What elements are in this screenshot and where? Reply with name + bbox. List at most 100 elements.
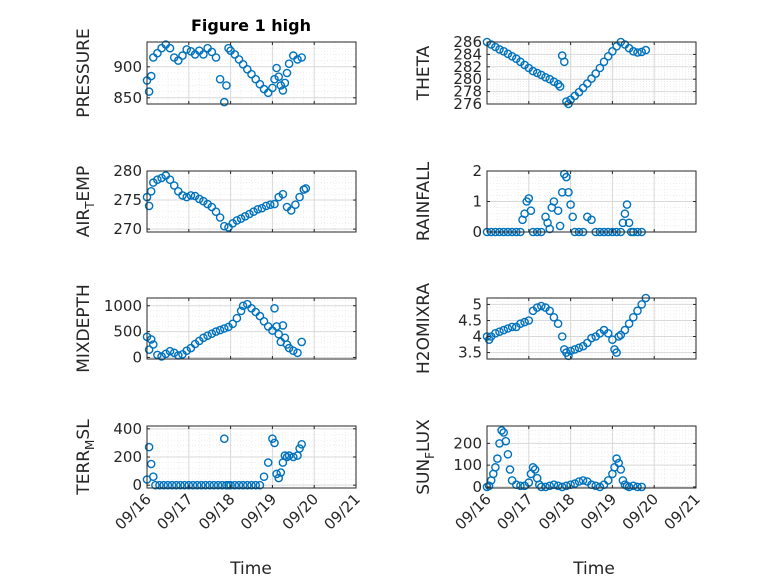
y-tick-label: 900	[113, 58, 142, 76]
data-point	[178, 51, 187, 60]
data-point	[171, 480, 181, 490]
x-tick-label: 09/19	[237, 490, 280, 533]
data-point	[537, 70, 546, 80]
data-point	[537, 301, 546, 311]
data-point	[505, 465, 515, 474]
data-point	[157, 352, 166, 361]
y-tick-label: 275	[113, 191, 142, 209]
data-point	[211, 207, 221, 216]
data-point	[263, 88, 273, 98]
data-point	[192, 480, 202, 490]
data-point	[165, 175, 175, 184]
y-tick-label: 270	[113, 220, 142, 238]
data-series	[142, 40, 307, 107]
data-point	[247, 69, 256, 79]
data-point	[144, 442, 154, 452]
y-tick-label: 1	[472, 193, 482, 211]
data-point	[278, 321, 288, 330]
data-series	[142, 434, 307, 490]
data-point	[566, 200, 575, 209]
data-point	[219, 97, 229, 107]
data-point	[570, 345, 580, 354]
data-point	[603, 52, 613, 61]
data-point	[491, 328, 500, 338]
data-point	[182, 45, 191, 54]
data-point	[557, 187, 567, 197]
data-point	[238, 301, 248, 311]
data-point	[215, 325, 225, 335]
data-point	[249, 207, 258, 216]
data-point	[541, 73, 550, 82]
data-point	[272, 63, 281, 73]
y-tick-label: 4.5	[458, 311, 482, 329]
data-point	[288, 452, 298, 462]
data-point	[242, 480, 252, 490]
data-point	[240, 211, 250, 221]
data-point	[608, 47, 617, 56]
data-point	[637, 47, 647, 57]
data-point	[251, 480, 260, 490]
data-point	[209, 480, 219, 490]
data-point	[555, 221, 565, 231]
data-point	[629, 312, 638, 322]
y-tick-label: 400	[113, 420, 142, 438]
data-point	[587, 333, 596, 343]
data-point	[293, 348, 302, 358]
data-point	[532, 68, 542, 78]
data-point	[211, 53, 221, 62]
data-point	[629, 481, 638, 491]
data-point	[557, 482, 567, 492]
data-point	[270, 199, 279, 209]
data-point	[526, 206, 536, 215]
data-point	[230, 480, 240, 490]
data-point	[297, 337, 307, 347]
data-point	[629, 47, 638, 56]
data-point	[495, 45, 504, 54]
data-point	[173, 56, 183, 65]
data-point	[228, 319, 237, 329]
data-point	[553, 206, 563, 215]
data-point	[499, 47, 509, 56]
data-point	[568, 212, 578, 222]
x-tick-label: 09/18	[535, 490, 578, 533]
data-point	[203, 331, 212, 341]
data-point	[215, 74, 225, 84]
data-point	[270, 303, 279, 313]
y-axis-label: MIXDEPTH	[74, 284, 94, 373]
data-point	[291, 200, 300, 209]
data-point	[555, 82, 565, 91]
data-series	[482, 37, 651, 109]
data-point	[524, 316, 534, 325]
y-tick-label: 5	[472, 295, 482, 313]
data-point	[146, 335, 156, 344]
axes-box	[146, 41, 357, 105]
data-point	[219, 324, 229, 333]
data-point	[591, 69, 601, 78]
data-point	[234, 55, 244, 64]
data-point	[618, 218, 628, 228]
data-point	[562, 481, 571, 491]
data-series	[142, 299, 307, 361]
data-point	[499, 428, 509, 437]
x-tick-label: 09/21	[661, 490, 704, 533]
x-tick-label: 09/16	[452, 490, 495, 533]
data-point	[516, 319, 525, 329]
data-point	[199, 50, 208, 59]
data-point	[528, 66, 538, 76]
data-point	[545, 481, 555, 491]
data-point	[268, 434, 277, 444]
y-tick-label: 2	[472, 162, 482, 180]
y-tick-label: 280	[113, 162, 142, 180]
data-point	[493, 454, 502, 463]
data-point	[157, 173, 166, 183]
data-point	[251, 74, 260, 84]
data-point	[199, 333, 208, 343]
y-tick-label: 278	[453, 83, 482, 101]
data-point	[146, 459, 156, 469]
data-point	[274, 72, 284, 81]
data-point	[501, 436, 511, 446]
data-point	[144, 201, 154, 211]
data-point	[265, 200, 275, 209]
